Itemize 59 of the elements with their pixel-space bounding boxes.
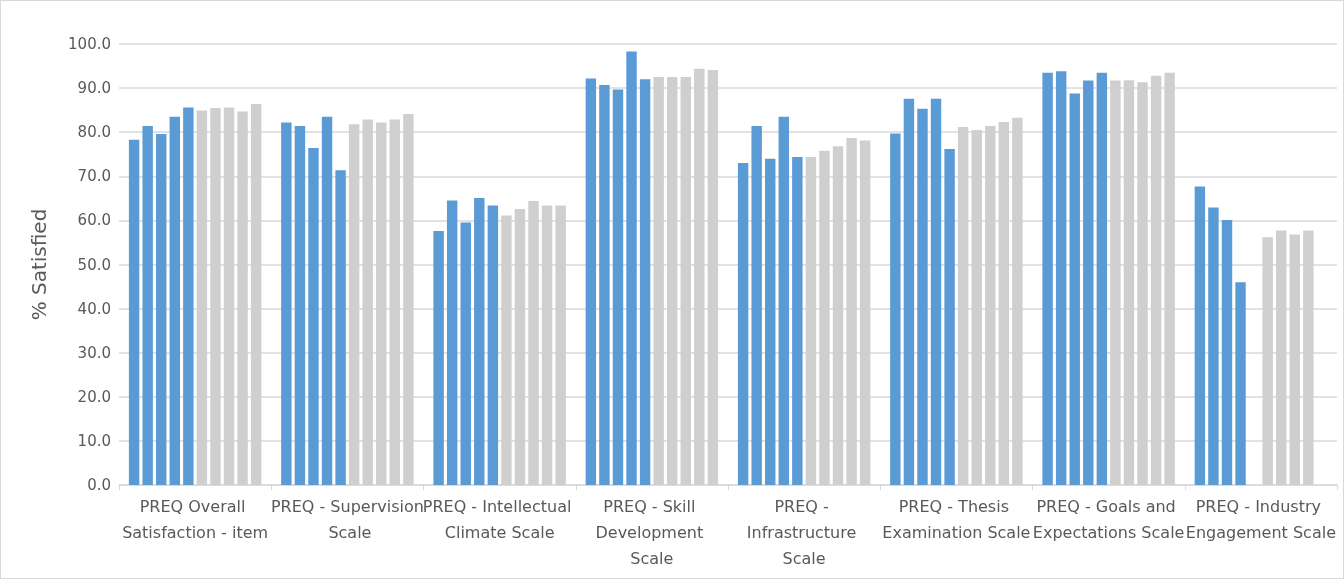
bar xyxy=(930,98,942,485)
x-tick-label: PREQ - Industry Engagement Scale xyxy=(1185,496,1336,542)
bar xyxy=(1208,207,1219,485)
x-tick-label: PREQ - Supervision Scale xyxy=(270,496,424,542)
bar xyxy=(156,133,167,485)
y-tick-label: 30.0 xyxy=(77,343,111,362)
bar xyxy=(765,158,776,485)
bar xyxy=(474,197,485,485)
y-tick-label: 60.0 xyxy=(77,211,111,230)
bar xyxy=(639,79,651,485)
bar xyxy=(433,230,444,485)
bar xyxy=(917,108,928,485)
bar xyxy=(612,89,624,485)
bar xyxy=(599,85,610,485)
bar xyxy=(446,200,458,485)
bar xyxy=(183,107,194,485)
bar xyxy=(944,148,955,485)
y-tick-label: 80.0 xyxy=(77,123,111,142)
bar xyxy=(1221,219,1233,485)
y-tick-label: 70.0 xyxy=(77,167,111,186)
bar xyxy=(1055,71,1067,485)
bar xyxy=(890,133,901,485)
bar xyxy=(1194,186,1206,485)
bar xyxy=(751,126,762,485)
bar xyxy=(308,148,319,485)
x-tick-label: PREQ - Thesis Examination Scale xyxy=(882,496,1031,542)
x-tick-label: PREQ Overall Satisfaction - item xyxy=(122,496,269,542)
bar xyxy=(1042,72,1053,485)
bar xyxy=(142,126,153,485)
bar xyxy=(778,116,789,485)
y-tick-label: 100.0 xyxy=(68,35,111,53)
bar xyxy=(792,156,803,485)
bar xyxy=(335,170,346,485)
bar xyxy=(128,139,140,485)
bar xyxy=(294,126,306,485)
bar xyxy=(1235,282,1246,485)
bar xyxy=(1083,80,1094,485)
bar xyxy=(281,122,292,485)
y-tick-label: 10.0 xyxy=(77,431,111,450)
x-tick-label: PREQ - Skill Development Scale xyxy=(595,496,709,568)
y-tick-label: 40.0 xyxy=(77,299,111,318)
x-tick-label: PREQ - Goals and Expectations Scale xyxy=(1032,496,1185,542)
bar xyxy=(487,205,499,485)
bar xyxy=(460,222,471,485)
y-axis-title: % Satisfied xyxy=(27,208,51,321)
x-tick-label: PREQ - Intellectual Climate Scale xyxy=(422,496,577,542)
bar xyxy=(1096,72,1108,485)
bar xyxy=(903,98,915,485)
y-tick-label: 90.0 xyxy=(77,79,111,98)
bar xyxy=(737,163,749,485)
y-tick-label: 0.0 xyxy=(87,476,111,494)
y-tick-label: 50.0 xyxy=(77,255,111,274)
y-tick-label: 20.0 xyxy=(77,387,111,406)
bar xyxy=(1069,93,1080,485)
x-tick-label: PREQ - Infrastructure Scale xyxy=(746,496,862,568)
bar xyxy=(585,78,597,485)
bar xyxy=(626,51,637,485)
bar xyxy=(169,116,180,485)
bar xyxy=(321,116,333,485)
